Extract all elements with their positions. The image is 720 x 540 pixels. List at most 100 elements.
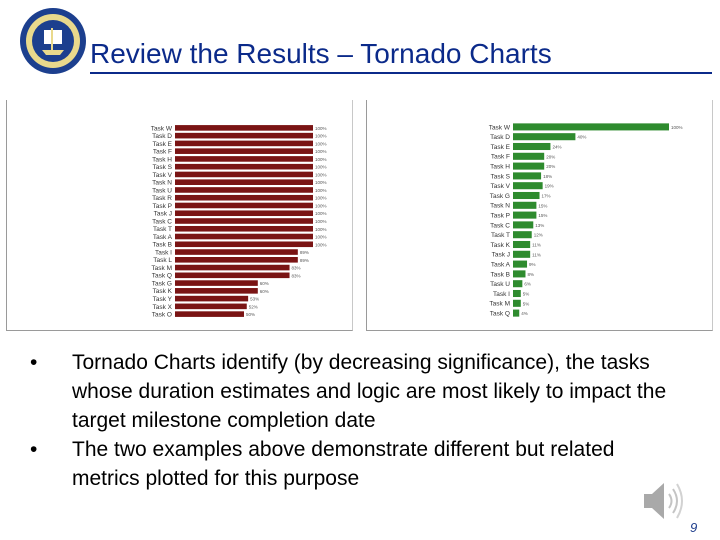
- bar: [513, 250, 531, 258]
- bar: [175, 171, 313, 178]
- bar: [513, 270, 526, 278]
- title-divider: [90, 72, 712, 74]
- tick-label: Task D: [490, 134, 510, 141]
- tick-label: Task S: [490, 173, 510, 180]
- bar: [513, 191, 540, 200]
- bar: [175, 233, 313, 240]
- bar: [175, 194, 313, 201]
- bar: [175, 202, 313, 209]
- tick-label: Task J: [154, 211, 172, 218]
- bar: [513, 309, 520, 317]
- tick-label: Task J: [492, 252, 510, 259]
- bar: [175, 132, 313, 139]
- data-label: 60%: [260, 281, 269, 286]
- bullet-marker: •: [30, 351, 38, 374]
- bar: [513, 172, 542, 180]
- tick-label: Task K: [490, 242, 510, 249]
- bar: [175, 288, 258, 294]
- navy-seal-icon: [20, 8, 86, 74]
- data-label: 100%: [315, 196, 327, 201]
- data-label: 8%: [527, 272, 534, 277]
- tick-label: Task G: [490, 193, 510, 200]
- bullet-text: Tornado Charts identify (by decreasing s…: [72, 351, 667, 432]
- bar: [513, 260, 528, 268]
- bar: [175, 148, 313, 154]
- data-label: 100%: [315, 134, 327, 139]
- tick-label: Task V: [152, 172, 172, 179]
- tick-label: Task E: [152, 141, 172, 148]
- tornado-chart-left-svg: Task W 100% Task D 100% Task E 100% Task F 100%…: [151, 125, 327, 319]
- data-label: 50%: [246, 312, 255, 317]
- data-label: 100%: [315, 242, 327, 247]
- data-label: 100%: [315, 235, 327, 240]
- tick-label: Task O: [152, 312, 172, 319]
- bar: [175, 311, 244, 317]
- data-label: 53%: [250, 297, 259, 302]
- data-label: 5%: [523, 301, 530, 306]
- bar: [513, 289, 521, 298]
- tick-label: Task G: [152, 280, 172, 287]
- bullet-text: The two examples above demonstrate diffe…: [72, 438, 615, 490]
- bar: [513, 123, 669, 131]
- bar: [513, 231, 532, 239]
- data-label: 100%: [315, 149, 327, 154]
- tick-label: Task T: [153, 226, 172, 233]
- data-label: 100%: [315, 126, 327, 131]
- data-label: 89%: [300, 250, 309, 255]
- data-label: 19%: [545, 184, 554, 189]
- tick-label: Task P: [152, 203, 172, 210]
- tick-label: Task D: [152, 133, 172, 140]
- tick-label: Task B: [490, 271, 510, 278]
- data-label: 5%: [523, 292, 530, 297]
- tick-label: Task C: [152, 218, 172, 225]
- tick-label: Task L: [153, 257, 172, 264]
- bar: [513, 162, 545, 170]
- speaker-icon[interactable]: [638, 478, 688, 524]
- bar: [175, 210, 313, 217]
- tick-label: Task Y: [153, 296, 173, 303]
- tick-label: Task A: [153, 234, 173, 241]
- tick-label: Task W: [151, 125, 173, 132]
- bar: [175, 280, 258, 286]
- bar: [513, 152, 545, 160]
- data-label: 11%: [532, 252, 541, 257]
- bar: [175, 272, 290, 279]
- bullet-item: • Tornado Charts identify (by decreasing…: [30, 348, 680, 435]
- bar: [513, 182, 543, 190]
- tick-label: Task T: [491, 232, 510, 239]
- data-label: 100%: [671, 125, 683, 130]
- tick-label: Task F: [153, 149, 172, 156]
- bar: [513, 201, 537, 209]
- tick-label: Task V: [490, 183, 510, 190]
- tick-label: Task K: [152, 288, 172, 295]
- tick-label: Task I: [155, 249, 172, 256]
- tick-label: Task N: [152, 180, 172, 187]
- data-label: 6%: [524, 282, 531, 287]
- data-label: 18%: [543, 174, 552, 179]
- slide-title: Review the Results – Tornado Charts: [90, 38, 552, 69]
- data-label: 100%: [315, 180, 327, 185]
- bar: [513, 221, 534, 229]
- bar: [175, 225, 313, 232]
- page-number: 9: [690, 520, 698, 535]
- data-label: 17%: [542, 194, 551, 199]
- data-label: 100%: [315, 165, 327, 170]
- data-label: 52%: [249, 304, 258, 309]
- bar: [175, 187, 313, 193]
- tick-label: Task P: [490, 213, 510, 220]
- data-label: 83%: [292, 273, 301, 278]
- data-label: 89%: [300, 258, 309, 263]
- tick-label: Task I: [493, 291, 510, 298]
- bar: [175, 218, 313, 224]
- tick-label: Task E: [490, 144, 510, 151]
- bar: [513, 280, 523, 288]
- data-label: 24%: [552, 145, 561, 150]
- bar: [175, 303, 247, 310]
- tick-label: Task Q: [490, 311, 510, 318]
- bar: [175, 156, 313, 162]
- data-label: 20%: [546, 154, 555, 159]
- data-label: 100%: [315, 211, 327, 216]
- tick-label: Task Q: [152, 273, 172, 280]
- data-label: 100%: [315, 141, 327, 146]
- tick-label: Task C: [490, 222, 510, 229]
